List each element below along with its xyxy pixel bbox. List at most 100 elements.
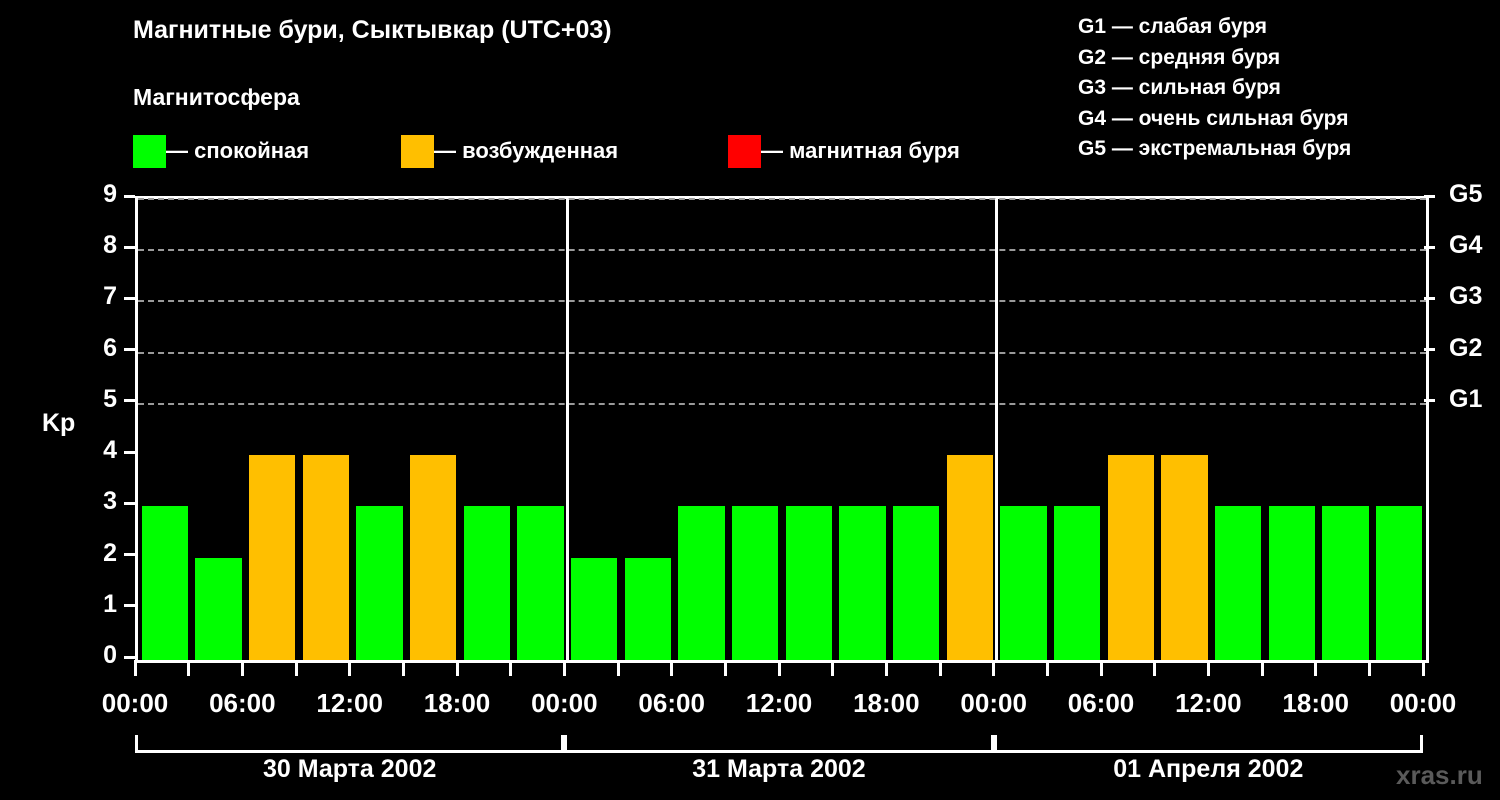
- bar-kp: [356, 506, 403, 660]
- g-legend-row-2: G2 — средняя буря: [1078, 45, 1281, 69]
- gridline-kp-6: [138, 351, 1426, 354]
- gridline-kp-5: [138, 402, 1426, 405]
- bar-kp: [624, 557, 672, 660]
- y-axis-label-3: 3: [103, 487, 117, 516]
- x-tick: [670, 660, 674, 676]
- g-tick-G5: [1424, 194, 1435, 198]
- x-axis-label: 12:00: [316, 688, 383, 718]
- y-tick-1: [124, 604, 135, 608]
- y-axis-label-4: 4: [103, 436, 117, 465]
- y-tick-6: [124, 348, 135, 352]
- g-scale-legend: G1 — слабая буря G2 — средняя буря G3 — си…: [1078, 12, 1498, 165]
- x-tick: [401, 660, 405, 676]
- g-legend-row-3: G3 — сильная буря: [1078, 76, 1281, 99]
- x-axis-label: 18:00: [1282, 688, 1349, 718]
- bar-kp: [731, 506, 779, 660]
- x-tick: [1421, 660, 1425, 676]
- legend-item-storm: — магнитная буря: [728, 132, 960, 170]
- bar-kp: [839, 506, 886, 660]
- y-tick-3: [124, 501, 135, 505]
- bar-kp: [785, 506, 833, 660]
- y-axis-label-8: 8: [103, 231, 117, 260]
- x-tick: [884, 660, 888, 676]
- bar-kp: [302, 455, 350, 660]
- y-axis-label-7: 7: [103, 282, 117, 311]
- g-axis-label-G1: G1: [1449, 384, 1483, 413]
- legend-swatch-unsettled: [401, 134, 434, 168]
- x-tick: [562, 660, 566, 676]
- bar-kp: [409, 455, 457, 660]
- bar-kp: [946, 455, 994, 660]
- y-axis-label-0: 0: [103, 641, 117, 669]
- y-axis-label-5: 5: [103, 384, 117, 413]
- x-axis-label: 00:00: [101, 688, 169, 718]
- x-tick: [1260, 660, 1264, 676]
- bar-kp: [517, 506, 564, 660]
- day-bracket: [993, 735, 1423, 753]
- g-legend-row-1: G1 — слабая буря: [1078, 15, 1268, 38]
- legend-label-storm: — магнитная буря: [761, 138, 960, 163]
- bar-kp: [678, 506, 725, 660]
- x-tick: [294, 660, 298, 676]
- bar-kp: [1161, 455, 1208, 660]
- bar-kp: [1214, 506, 1262, 660]
- x-tick: [777, 660, 781, 676]
- bar-kp: [1375, 506, 1423, 660]
- x-axis-label: 00:00: [531, 688, 598, 718]
- x-tick: [348, 660, 352, 676]
- g-axis-label-G2: G2: [1449, 333, 1483, 362]
- x-tick: [992, 660, 996, 676]
- bar-kp: [463, 506, 511, 660]
- day-bracket: [135, 735, 565, 753]
- bar-kp: [248, 455, 296, 660]
- x-axis-label: 12:00: [745, 688, 813, 718]
- bar-kp: [1053, 506, 1101, 660]
- bar-kp: [1107, 455, 1155, 660]
- gridline-kp-7: [138, 300, 1426, 303]
- day-label: 30 Марта 2002: [262, 755, 437, 783]
- legend-swatch-quiet: [133, 134, 166, 168]
- x-tick: [1153, 660, 1157, 676]
- plot-inner: [138, 198, 1426, 660]
- x-axis-label: 12:00: [1175, 688, 1242, 718]
- x-tick: [1367, 660, 1371, 676]
- day-bracket: [564, 735, 994, 753]
- x-tick: [1045, 660, 1049, 676]
- gridline-kp-9: [138, 198, 1426, 200]
- x-tick: [938, 660, 942, 676]
- x-tick: [240, 660, 244, 676]
- bar-kp: [570, 557, 618, 660]
- x-tick: [831, 660, 835, 676]
- legend-item-unsettled: — возбужденная: [401, 132, 618, 170]
- day-separator: [565, 199, 569, 660]
- g-tick-G2: [1424, 348, 1435, 352]
- watermark: xras.ru: [1396, 760, 1483, 790]
- g-legend-row-5: G5 — экстремальная буря: [1078, 137, 1352, 160]
- x-tick: [455, 660, 459, 676]
- legend-label-unsettled: — возбужденная: [434, 138, 619, 163]
- x-axis-label: 00:00: [1389, 688, 1457, 718]
- x-axis-label: 06:00: [1067, 688, 1135, 718]
- y-axis-label-9: 9: [103, 180, 117, 208]
- legend-label-quiet: — спокойная: [166, 138, 310, 163]
- g-tick-G3: [1424, 296, 1435, 300]
- g-tick-G4: [1424, 245, 1435, 249]
- magnetosphere-heading: Магнитосфера: [133, 84, 300, 110]
- page-title: Магнитные бури, Сыктывкар (UTC+03): [133, 16, 612, 44]
- g-legend-row-4: G4 — очень сильная буря: [1078, 106, 1349, 130]
- legend-swatch-storm: [728, 134, 761, 168]
- day-separator: [995, 199, 999, 660]
- y-axis-label-1: 1: [103, 589, 117, 618]
- x-tick: [723, 660, 727, 676]
- legend-item-quiet: — спокойная: [133, 132, 309, 170]
- x-tick: [1314, 660, 1318, 676]
- x-tick: [133, 660, 137, 676]
- g-axis-label-G3: G3: [1449, 282, 1483, 311]
- x-tick: [616, 660, 620, 676]
- bar-kp: [195, 557, 242, 660]
- day-label: 31 Марта 2002: [692, 755, 866, 783]
- bar-kp: [1268, 506, 1316, 660]
- y-tick-4: [124, 450, 135, 454]
